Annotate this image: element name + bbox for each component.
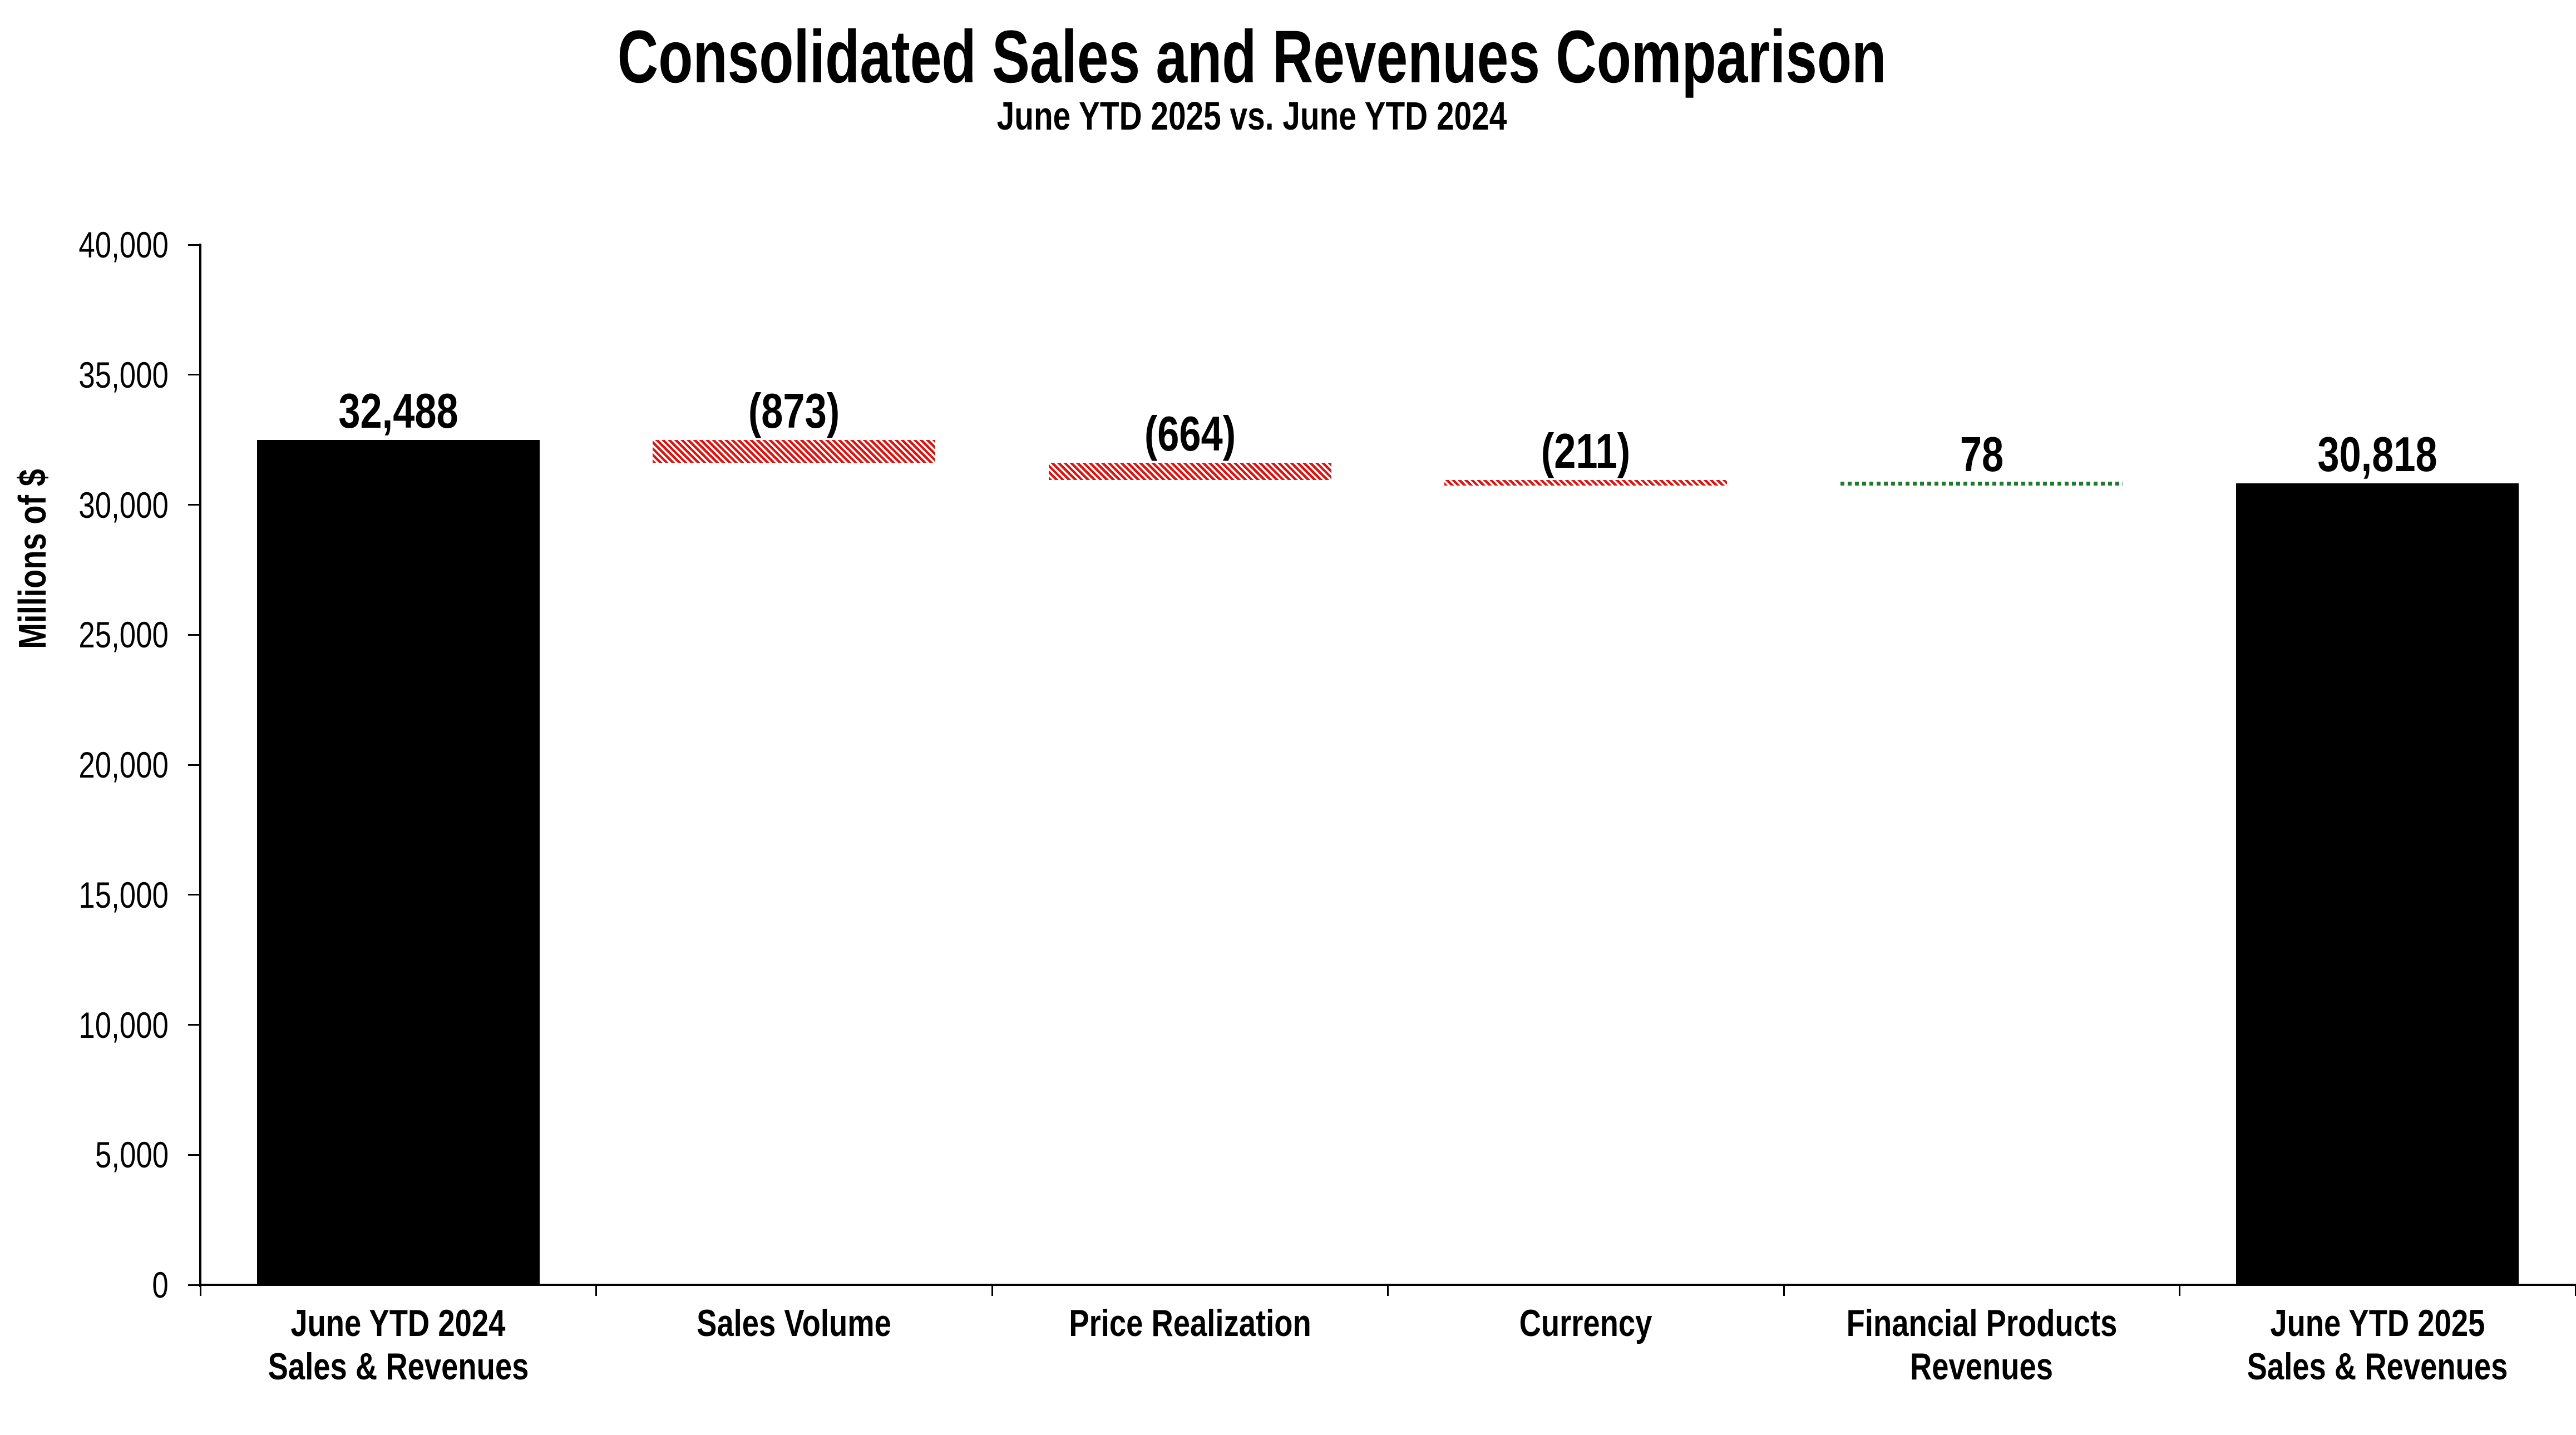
x-tick-mark: [2179, 1284, 2180, 1296]
category-label: Financial Products Revenues: [1813, 1302, 2151, 1388]
y-tick-mark: [188, 1154, 200, 1156]
bar-total: [256, 440, 540, 1285]
x-tick-mark: [595, 1284, 597, 1296]
category-label: Sales Volume: [673, 1302, 916, 1345]
y-tick-label: 30,000: [0, 487, 169, 523]
x-tick-mark: [1783, 1284, 1785, 1296]
category-label: Price Realization: [1039, 1302, 1341, 1345]
category-label: Currency: [1503, 1302, 1669, 1345]
value-label-text: (211): [1541, 423, 1631, 479]
y-tick-label-text: 25,000: [78, 614, 169, 656]
value-label-text: (664): [1144, 405, 1236, 461]
y-tick-label: 25,000: [0, 616, 169, 653]
x-tick-mark: [2574, 1284, 2576, 1296]
category-label-text: Sales & Revenues: [268, 1345, 529, 1388]
value-label: 32,488: [323, 387, 473, 436]
x-tick-mark: [991, 1284, 993, 1296]
y-axis-line: [199, 244, 201, 1287]
category-label-text: Sales Volume: [697, 1302, 892, 1344]
category-label-text: Price Realization: [1069, 1302, 1311, 1344]
bar-decrease: [1048, 462, 1331, 481]
value-label: (664): [1133, 409, 1247, 458]
value-label-text: 78: [1960, 427, 2003, 482]
y-tick-mark: [188, 374, 200, 376]
value-label-text: 30,818: [2317, 427, 2437, 482]
x-tick-mark: [199, 1284, 201, 1296]
category-label: June YTD 2024 Sales & Revenues: [235, 1302, 561, 1388]
category-label-text: Currency: [1519, 1302, 1652, 1344]
value-label-text: 32,488: [338, 383, 458, 439]
y-tick-mark: [188, 504, 200, 506]
y-tick-mark: [188, 764, 200, 766]
y-tick-label-text: 30,000: [78, 484, 169, 526]
value-label: 78: [1955, 430, 2009, 479]
y-tick-label: 5,000: [0, 1136, 169, 1173]
chart-title: Consolidated Sales and Revenues Comparis…: [417, 20, 2087, 95]
category-label-text: Sales & Revenues: [2247, 1345, 2508, 1388]
y-tick-label-text: 0: [152, 1264, 169, 1305]
value-label-text: (873): [748, 383, 840, 439]
y-tick-label: 20,000: [0, 746, 169, 783]
chart-subtitle-text: June YTD 2025 vs. June YTD 2024: [996, 95, 1507, 138]
x-tick-mark: [1387, 1284, 1389, 1296]
bar-decrease: [653, 440, 936, 463]
value-label: (211): [1530, 427, 1642, 476]
category-label-text: Financial Products: [1846, 1302, 2118, 1344]
value-label: 30,818: [2303, 430, 2452, 479]
y-tick-mark: [188, 894, 200, 896]
y-tick-label-text: 10,000: [78, 1004, 169, 1046]
y-tick-label: 35,000: [0, 357, 169, 393]
y-tick-label-text: 40,000: [78, 224, 169, 265]
y-tick-label: 0: [0, 1266, 169, 1303]
chart-title-text: Consolidated Sales and Revenues Comparis…: [617, 16, 1887, 98]
category-label: June YTD 2025 Sales & Revenues: [2214, 1302, 2540, 1388]
category-label-text: June YTD 2024: [290, 1302, 506, 1344]
y-tick-label-text: 35,000: [78, 354, 169, 395]
bar-decrease: [1444, 480, 1728, 486]
y-tick-mark: [188, 1024, 200, 1026]
bar-total: [2236, 483, 2519, 1285]
y-tick-label-text: 15,000: [78, 874, 169, 916]
y-tick-label: 15,000: [0, 877, 169, 913]
category-label-text: June YTD 2025: [2270, 1302, 2485, 1344]
bar-increase: [1840, 482, 2123, 486]
value-label: (873): [737, 387, 851, 436]
y-tick-label-text: 20,000: [78, 744, 169, 785]
y-tick-label: 10,000: [0, 1007, 169, 1043]
chart-subtitle: June YTD 2025 vs. June YTD 2024: [933, 97, 1571, 136]
category-label-text: Revenues: [1910, 1345, 2054, 1388]
y-tick-mark: [188, 1284, 200, 1286]
y-tick-label: 40,000: [0, 226, 169, 263]
y-tick-mark: [188, 244, 200, 246]
y-tick-mark: [188, 634, 200, 636]
y-tick-label-text: 5,000: [95, 1134, 169, 1176]
